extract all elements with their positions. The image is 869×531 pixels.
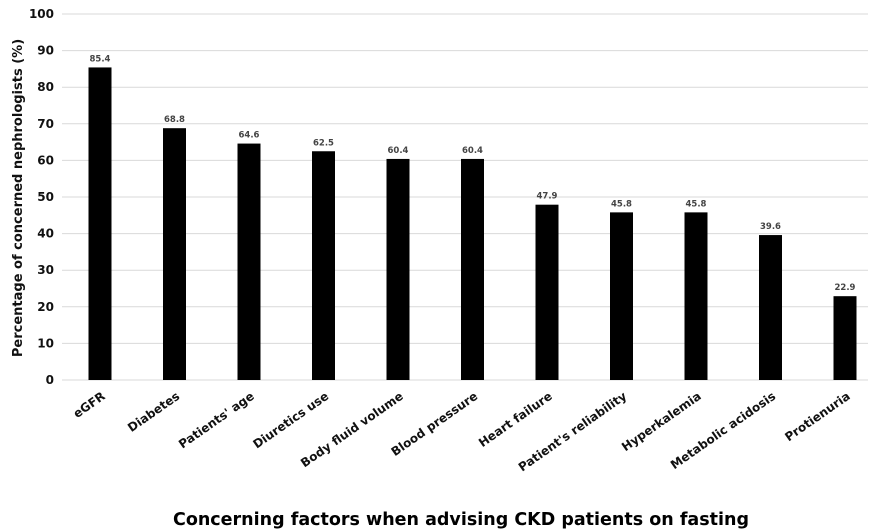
y-tick-label: 90 <box>37 44 54 58</box>
data-label: 60.4 <box>388 146 409 156</box>
y-tick-label: 30 <box>37 263 54 277</box>
y-tick-label: 10 <box>37 336 54 350</box>
y-tick-label: 60 <box>37 153 54 167</box>
y-tick-label: 20 <box>37 300 54 314</box>
x-tick-label: Patients' age <box>176 389 257 451</box>
data-label: 64.6 <box>239 131 260 141</box>
bar <box>610 212 633 380</box>
bar <box>461 158 484 380</box>
data-label: 47.9 <box>537 192 558 202</box>
y-tick-label: 50 <box>37 190 54 204</box>
data-label: 22.9 <box>835 283 856 293</box>
x-tick-label: Protienuria <box>782 389 852 444</box>
bars <box>88 67 857 380</box>
x-tick-label: eGFR <box>71 389 108 421</box>
x-axis-label: Concerning factors when advising CKD pat… <box>173 510 749 530</box>
bar <box>237 143 261 380</box>
y-axis-ticks: 0 10 20 30 40 50 60 70 80 90 100 <box>29 7 54 387</box>
y-axis-label: Percentage of concerned nephrologists (%… <box>11 39 26 357</box>
bar <box>163 128 186 380</box>
data-labels: 85.4 68.8 64.6 62.5 60.4 60.4 47.9 45.8 45.8 39.6… <box>90 54 856 293</box>
data-label: 62.5 <box>313 138 334 148</box>
x-tick-label: Diuretics use <box>250 389 331 451</box>
y-tick-label: 80 <box>37 80 54 94</box>
bar <box>759 235 782 380</box>
data-label: 45.8 <box>686 199 707 209</box>
x-tick-label: Diabetes <box>125 389 182 435</box>
bar <box>684 212 708 380</box>
bar <box>312 151 335 380</box>
data-label: 45.8 <box>611 199 632 209</box>
bar <box>535 204 559 380</box>
y-tick-label: 100 <box>29 7 54 21</box>
bar <box>386 158 410 380</box>
bar <box>88 67 112 380</box>
y-tick-label: 40 <box>37 227 54 241</box>
y-tick-label: 70 <box>37 117 54 131</box>
data-label: 60.4 <box>462 146 483 156</box>
bar <box>833 296 857 380</box>
y-tick-label: 0 <box>46 373 54 387</box>
x-tick-label: Heart failure <box>476 389 555 450</box>
data-label: 85.4 <box>90 54 111 64</box>
data-label: 68.8 <box>164 115 185 125</box>
data-label: 39.6 <box>760 222 781 232</box>
